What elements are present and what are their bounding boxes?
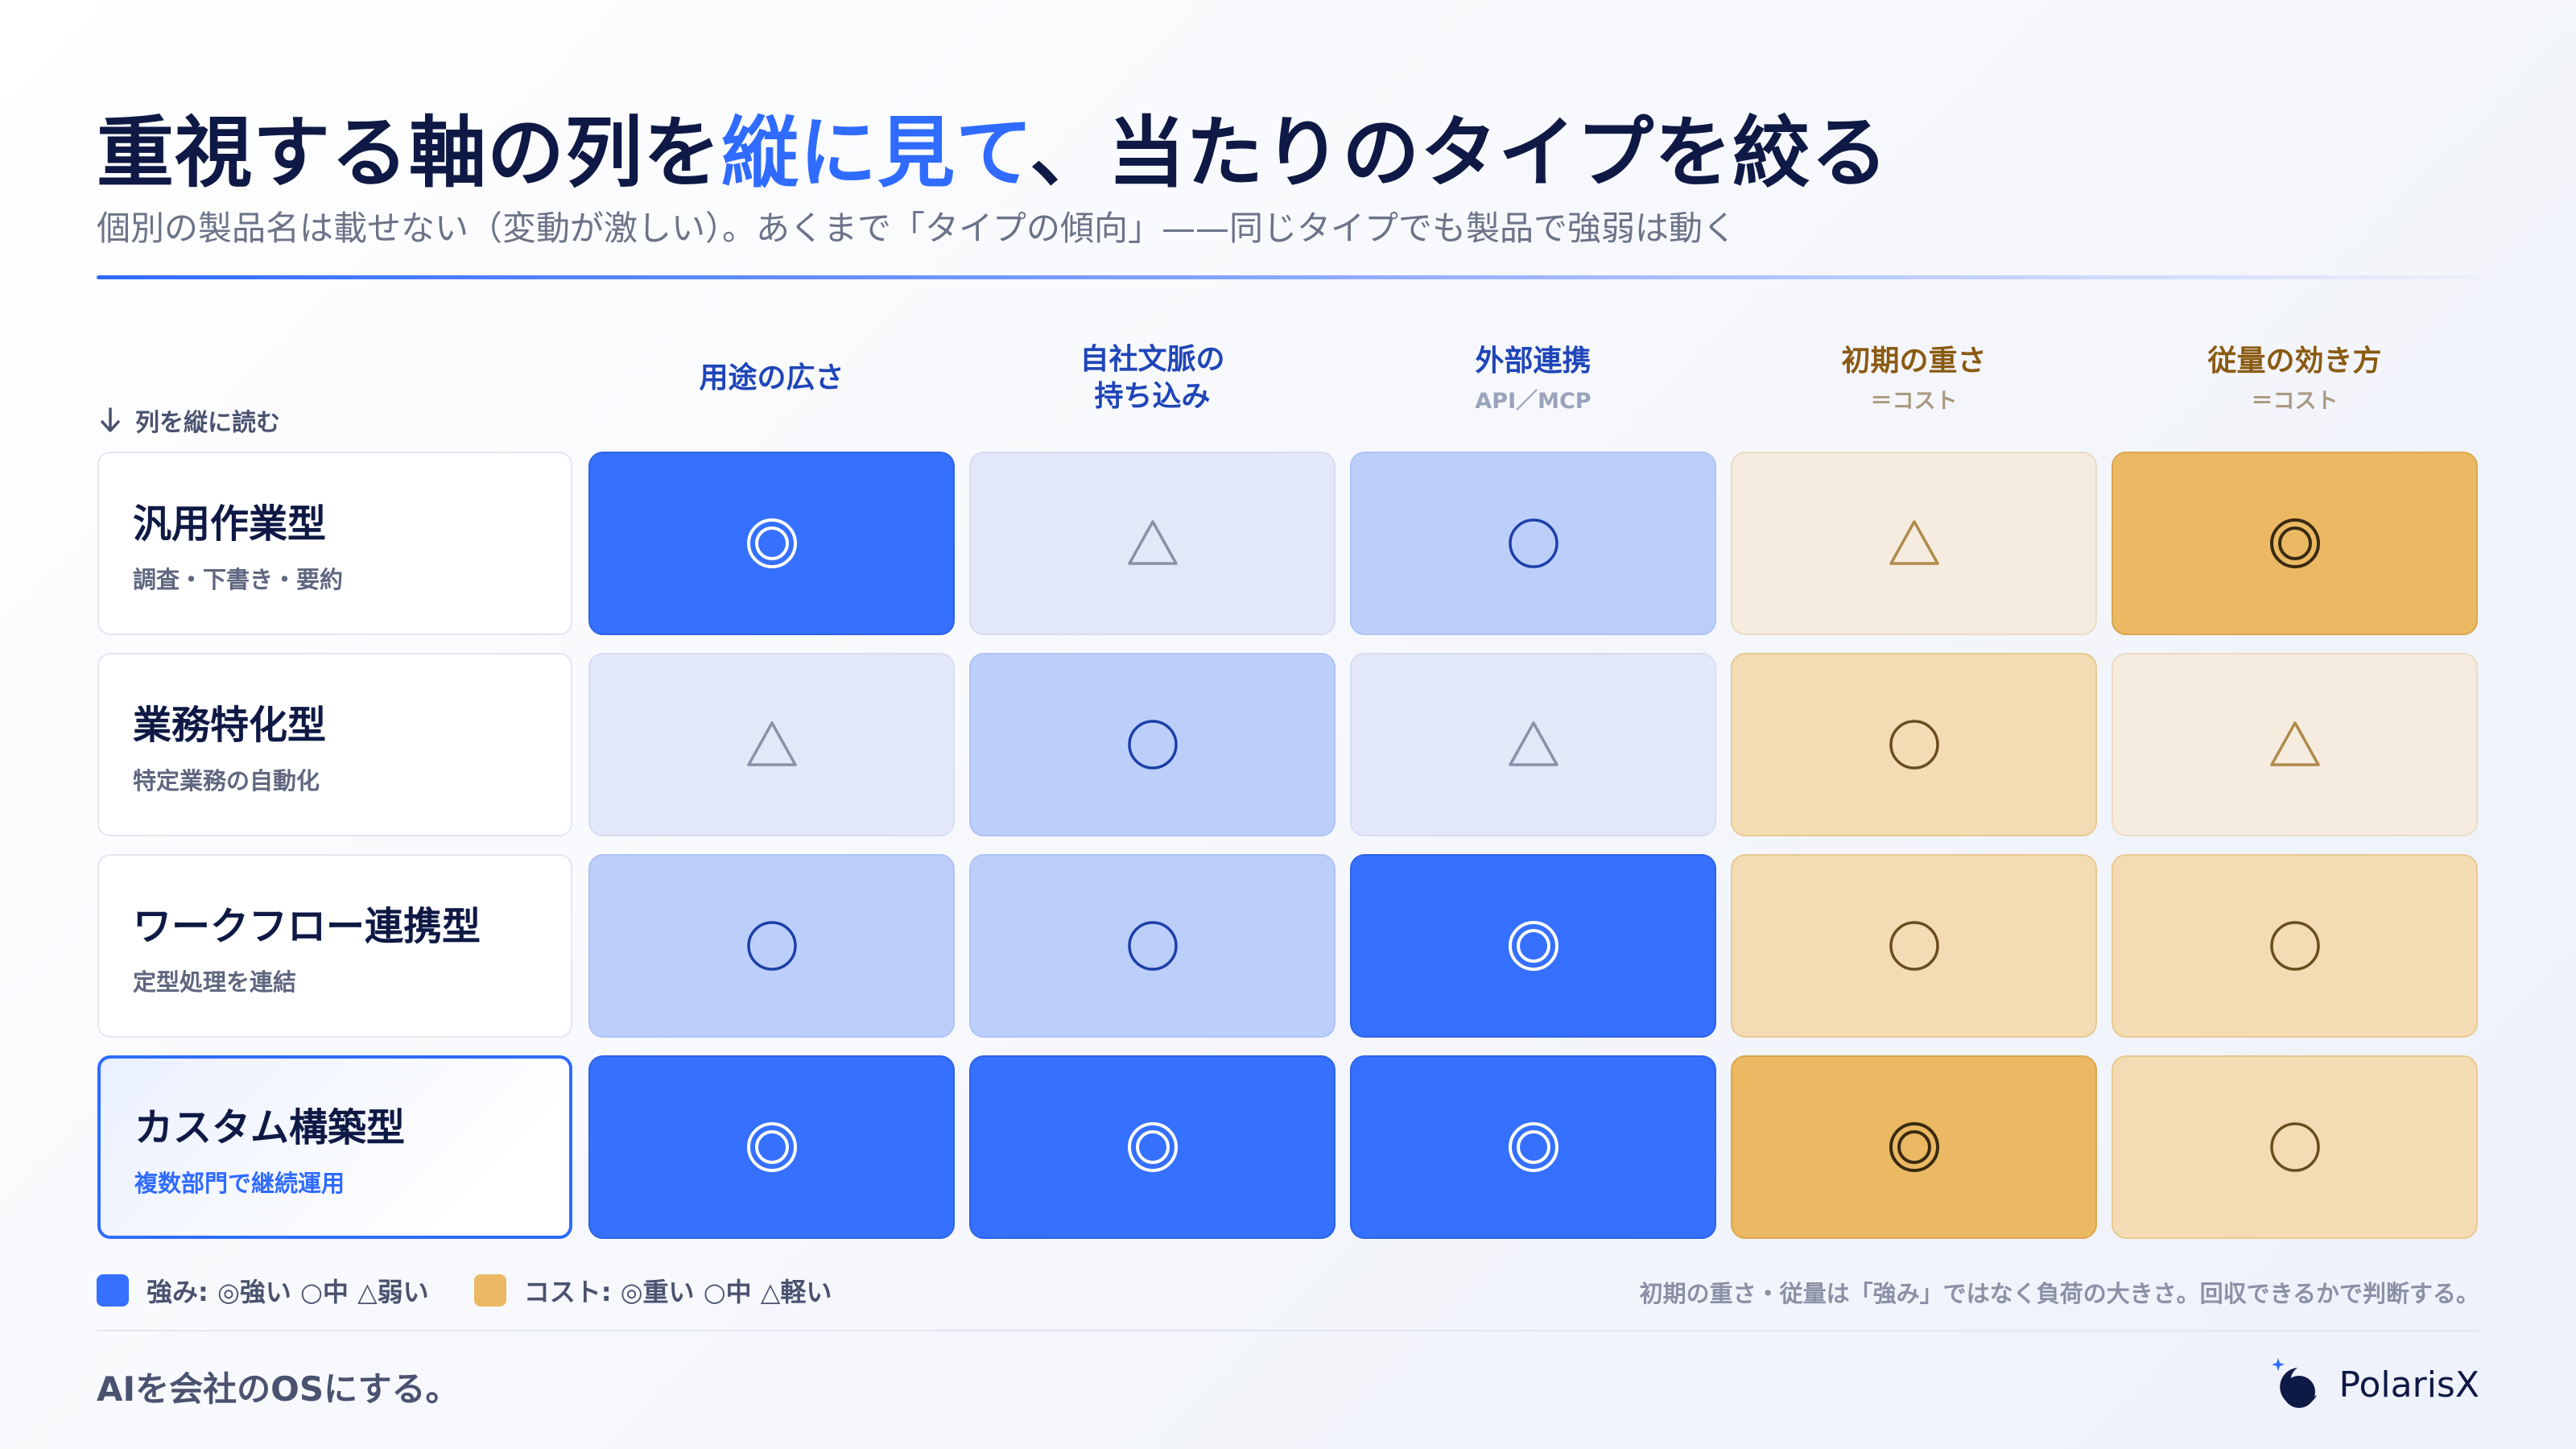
column-header: 自社文脈の 持ち込み bbox=[969, 334, 1335, 423]
column-header-label-line2: 持ち込み bbox=[1094, 380, 1211, 413]
column-header-label: 用途の広さ bbox=[699, 361, 844, 394]
circle-icon bbox=[1127, 720, 1178, 770]
rating-cell bbox=[1350, 452, 1716, 635]
legend-note: 初期の重さ・従量は「強み」ではなく負荷の大きさ。回収できるかで判断する。 bbox=[1639, 1280, 2479, 1307]
legend: 強み: ◎強い ○中 △弱い コスト: ◎重い ○中 △軽い bbox=[97, 1272, 832, 1309]
row-description: 複数部門で継続運用 bbox=[134, 1170, 345, 1197]
double-circle-icon bbox=[746, 518, 797, 568]
circle-icon bbox=[1508, 518, 1558, 568]
rating-cell bbox=[2112, 653, 2478, 836]
rating-cell bbox=[2112, 452, 2478, 635]
column-header-sub: ＝コスト bbox=[1870, 388, 1958, 414]
footer-divider bbox=[97, 1330, 2479, 1331]
rating-cell bbox=[969, 653, 1335, 836]
triangle-icon bbox=[1889, 520, 1939, 565]
triangle-icon bbox=[746, 721, 797, 766]
title-pre: 重視する軸の列を bbox=[97, 108, 721, 198]
rating-cell bbox=[2112, 854, 2478, 1038]
rating-cell bbox=[588, 854, 955, 1038]
row-label: 業務特化型特定業務の自動化 bbox=[97, 653, 572, 836]
arrow-down-icon bbox=[101, 407, 120, 432]
page-title: 重視する軸の列を縦に見て、当たりのタイプを絞る bbox=[97, 90, 1889, 202]
row-name: ワークフロー連携型 bbox=[133, 904, 481, 949]
rating-cell bbox=[588, 452, 955, 635]
rating-cell bbox=[1350, 653, 1716, 836]
row-name: カスタム構築型 bbox=[134, 1105, 406, 1150]
rating-cell bbox=[969, 452, 1335, 635]
circle-icon bbox=[746, 921, 797, 971]
column-header-sub: API／MCP bbox=[1475, 388, 1591, 414]
legend-cost-label: コスト: ◎重い ○中 △軽い bbox=[523, 1277, 832, 1307]
circle-icon bbox=[1889, 921, 1939, 971]
row-label: 汎用作業型調査・下書き・要約 bbox=[97, 452, 572, 635]
column-header: 外部連携 API／MCP bbox=[1350, 334, 1716, 423]
circle-icon bbox=[1127, 921, 1178, 971]
brand-name: PolarisX bbox=[2339, 1364, 2479, 1406]
row-description: 特定業務の自動化 bbox=[133, 767, 320, 795]
column-header: 初期の重さ ＝コスト bbox=[1731, 334, 2097, 423]
double-circle-icon bbox=[1508, 921, 1558, 971]
rating-cell bbox=[1731, 452, 2097, 635]
rating-cell bbox=[1731, 854, 2097, 1038]
legend-cost-swatch bbox=[473, 1274, 506, 1307]
circle-icon bbox=[2269, 921, 2320, 971]
read-hint-label: 列を縦に読む bbox=[135, 409, 280, 437]
rating-cell bbox=[2112, 1055, 2478, 1239]
title-accent: 縦に見て bbox=[721, 108, 1030, 198]
column-header-label: 従量の効き方 bbox=[2207, 344, 2382, 378]
double-circle-icon bbox=[2269, 518, 2320, 568]
legend-strength-label: 強み: ◎強い ○中 △弱い bbox=[147, 1277, 429, 1307]
footer-tagline: AIを会社のOSにする。 bbox=[97, 1369, 460, 1409]
double-circle-icon bbox=[746, 1122, 797, 1172]
page-subtitle: 個別の製品名は載せない（変動が激しい）。あくまで「タイプの傾向」——同じタイプで… bbox=[97, 208, 1737, 248]
row-label: カスタム構築型複数部門で継続運用 bbox=[97, 1055, 572, 1239]
triangle-icon bbox=[1508, 721, 1558, 766]
triangle-icon bbox=[2269, 721, 2320, 766]
column-header: 従量の効き方 ＝コスト bbox=[2112, 334, 2478, 423]
rating-cell bbox=[969, 854, 1335, 1038]
rating-cell bbox=[1350, 854, 1716, 1038]
rating-cell bbox=[969, 1055, 1335, 1239]
rating-cell bbox=[1350, 1055, 1716, 1239]
double-circle-icon bbox=[1508, 1122, 1558, 1172]
rating-cell bbox=[588, 1055, 955, 1239]
read-hint: 列を縦に読む bbox=[100, 402, 280, 438]
column-header: 用途の広さ bbox=[588, 334, 955, 423]
title-post: 、当たりのタイプを絞る bbox=[1030, 108, 1889, 198]
double-circle-icon bbox=[1889, 1122, 1939, 1172]
rating-cell bbox=[1731, 653, 2097, 836]
double-circle-icon bbox=[1127, 1122, 1178, 1172]
row-label: ワークフロー連携型定型処理を連結 bbox=[97, 854, 572, 1038]
row-description: 定型処理を連結 bbox=[133, 968, 297, 996]
row-name: 汎用作業型 bbox=[133, 502, 327, 547]
circle-icon bbox=[1889, 720, 1939, 770]
row-name: 業務特化型 bbox=[133, 703, 327, 748]
row-description: 調査・下書き・要約 bbox=[133, 566, 344, 593]
title-divider bbox=[97, 275, 2479, 279]
circle-icon bbox=[2269, 1122, 2320, 1172]
column-header-label: 自社文脈の bbox=[1080, 343, 1225, 376]
triangle-icon bbox=[1127, 520, 1178, 565]
polarisx-logo-icon bbox=[2271, 1358, 2317, 1408]
column-header-sub: ＝コスト bbox=[2251, 388, 2339, 414]
column-header-label: 初期の重さ bbox=[1841, 344, 1987, 378]
rating-cell bbox=[1731, 1055, 2097, 1239]
rating-cell bbox=[588, 653, 955, 836]
brand-logo: PolarisX bbox=[2267, 1352, 2479, 1417]
legend-strength-swatch bbox=[97, 1274, 129, 1307]
column-header-label: 外部連携 bbox=[1475, 344, 1591, 378]
